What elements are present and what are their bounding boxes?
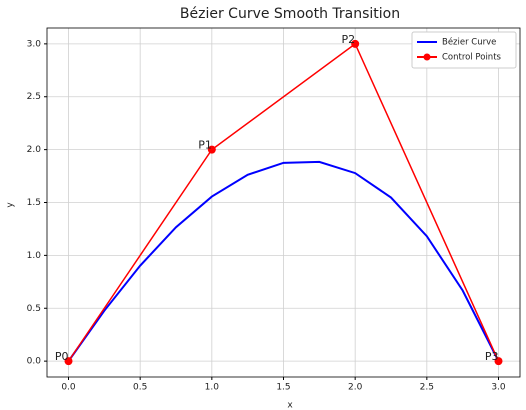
series-line	[67, 42, 500, 362]
y-tick-label: 0.0	[27, 357, 42, 367]
y-tick-label: 0.5	[27, 304, 41, 314]
marker	[351, 39, 360, 48]
plot-frame	[46, 27, 521, 378]
y-axis-label: y	[6, 202, 16, 208]
marker	[207, 145, 216, 154]
annotation: P2	[342, 33, 356, 46]
legend-box	[411, 31, 517, 69]
annotation: P1	[198, 139, 212, 152]
x-tick-label: 1.5	[276, 383, 290, 393]
y-tick-label: 1.0	[27, 251, 42, 261]
chart-title: Bézier Curve Smooth Transition	[180, 6, 400, 22]
x-tick-label: 0.0	[61, 383, 76, 393]
x-tick-label: 0.5	[133, 383, 147, 393]
marker	[64, 357, 73, 366]
y-tick-label: 3.0	[27, 39, 42, 49]
annotation: P0	[55, 350, 69, 363]
legend-label: Bézier Curve	[442, 37, 496, 48]
series-line	[67, 160, 500, 362]
x-tick-label: 1.0	[205, 383, 220, 393]
y-tick-label: 2.5	[27, 92, 41, 102]
marker	[494, 357, 503, 366]
legend-label: Control Points	[442, 53, 502, 63]
x-tick-label: 3.0	[491, 383, 506, 393]
x-tick-label: 2.5	[420, 383, 434, 393]
y-tick-label: 1.5	[27, 198, 41, 208]
legend-marker	[423, 53, 431, 61]
annotation: P3	[485, 350, 499, 363]
x-tick-label: 2.0	[348, 383, 363, 393]
y-tick-label: 2.0	[27, 145, 42, 155]
x-axis-label: x	[287, 401, 293, 410]
